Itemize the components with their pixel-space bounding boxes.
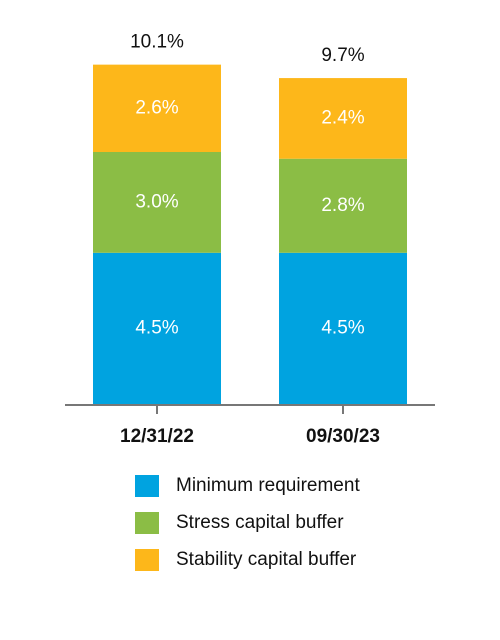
legend-label: Minimum requirement <box>176 475 360 496</box>
value-label: 2.6% <box>135 97 178 118</box>
legend-swatch <box>135 475 159 497</box>
legend-label: Stability capital buffer <box>176 549 357 570</box>
bar-segment <box>279 252 407 404</box>
legend-label: Stress capital buffer <box>176 512 344 533</box>
value-label: 4.5% <box>135 317 178 338</box>
bar-segment <box>93 252 221 404</box>
value-label: 4.5% <box>321 317 364 338</box>
bar-segment <box>279 158 407 253</box>
value-label: 3.0% <box>135 191 178 212</box>
x-tick-label: 09/30/23 <box>306 426 380 447</box>
x-tick-label: 12/31/22 <box>120 426 194 447</box>
legend-swatch <box>135 549 159 571</box>
total-label: 10.1% <box>130 32 184 53</box>
bar-segment <box>93 64 221 152</box>
total-label: 9.7% <box>321 45 364 66</box>
legend-swatch <box>135 512 159 534</box>
bar-segment <box>279 78 407 159</box>
value-label: 2.4% <box>321 107 364 128</box>
bar-segment <box>93 152 221 253</box>
value-label: 2.8% <box>321 195 364 216</box>
